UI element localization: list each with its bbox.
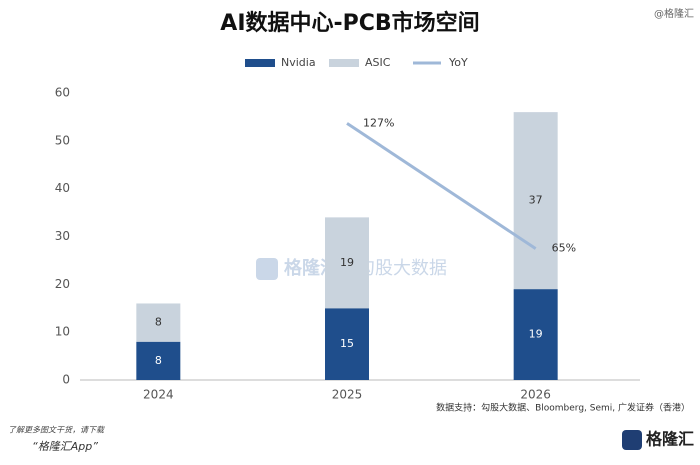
yoy-label: 127%: [363, 116, 394, 129]
bar-segment: [136, 341, 181, 380]
data-label: 8: [155, 354, 162, 367]
x-tick-label: 2025: [332, 388, 363, 402]
watermark: 格隆汇 勾股大数据: [256, 257, 447, 282]
y-tick-label: 50: [55, 133, 70, 147]
bar-segment: [513, 289, 558, 380]
y-tick-label: 10: [55, 325, 70, 339]
source: 数据支持：勾股大数据、Bloomberg, Semi, 广发证券（香港）: [436, 402, 690, 414]
bar-segment: [325, 308, 369, 380]
legend-label: Nvidia: [281, 56, 316, 69]
x-tick-label: 2026: [520, 388, 551, 402]
y-tick-label: 0: [62, 373, 70, 387]
data-label: 15: [340, 337, 354, 350]
data-label: 37: [529, 194, 543, 207]
legend-swatch: [245, 59, 275, 67]
footer-text: 了解更多图文干货，请下载: [8, 426, 105, 435]
legend-label: ASIC: [365, 56, 391, 69]
footer-logo: 格隆汇: [646, 430, 694, 449]
bar-segment: [136, 303, 181, 342]
watermark-top: @格隆汇: [654, 7, 694, 20]
watermark-logo: [256, 258, 278, 280]
watermark-text: 勾股大数据: [357, 258, 447, 279]
footer-logo-icon: [622, 430, 642, 450]
data-label: 8: [155, 316, 162, 329]
y-tick-label: 60: [55, 86, 70, 100]
y-tick-label: 30: [55, 229, 70, 243]
bar-segment: [325, 217, 369, 309]
data-label: 19: [529, 328, 543, 341]
legend-swatch: [329, 59, 359, 67]
watermark-text: 格隆汇: [284, 257, 338, 279]
footer-app: “格隆汇App”: [32, 440, 98, 453]
bar-segment: [513, 112, 558, 290]
legend-label: YoY: [448, 56, 468, 69]
chart-title: AI数据中心-PCB市场空间: [220, 10, 479, 36]
y-tick-label: 20: [55, 277, 70, 291]
data-label: 19: [340, 256, 354, 269]
yoy-label: 65%: [552, 242, 576, 255]
y-tick-label: 40: [55, 181, 70, 195]
yoy-line: [346, 122, 537, 250]
x-tick-label: 2024: [143, 388, 174, 402]
